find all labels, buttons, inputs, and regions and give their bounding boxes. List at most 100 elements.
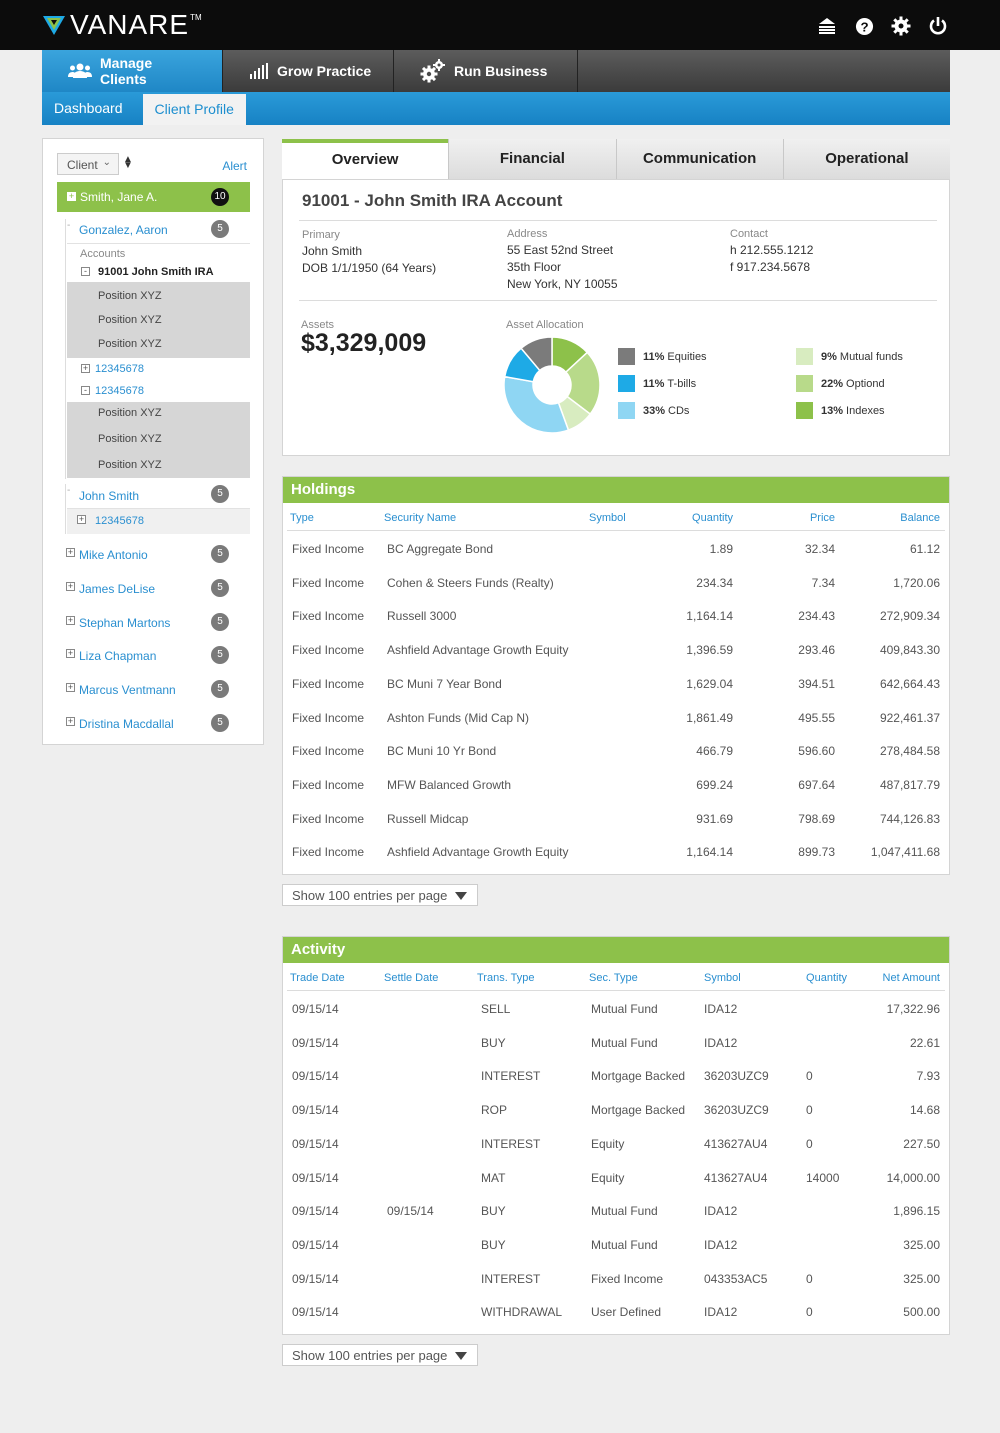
position-item[interactable]: Position XYZ <box>98 338 162 350</box>
client-name: Dristina Macdallal <box>79 717 174 731</box>
table-cell: Fixed Income <box>292 643 365 658</box>
client-item[interactable]: + James DeLise 5 <box>65 578 251 600</box>
position-item[interactable]: Position XYZ <box>98 290 162 302</box>
legend-item: 22% Optiond <box>796 375 885 392</box>
account-item-main[interactable]: - 91001 John Smith IRA <box>80 264 250 280</box>
table-cell: INTEREST <box>481 1271 541 1286</box>
client-item[interactable]: + Mike Antonio 5 <box>65 544 251 566</box>
position-item[interactable]: Position XYZ <box>98 407 162 419</box>
tab-financial[interactable]: Financial <box>448 139 616 179</box>
table-cell: 0 <box>806 1271 813 1286</box>
table-cell: 0 <box>806 1305 813 1320</box>
table-cell: MAT <box>481 1170 506 1185</box>
table-cell: 7.34 <box>811 575 835 590</box>
column-header[interactable]: Symbol <box>704 972 741 984</box>
client-item[interactable]: + Stephan Martons 5 <box>65 612 251 634</box>
sub-account-item[interactable]: + 12345678 <box>80 362 250 378</box>
tab-communication[interactable]: Communication <box>615 139 783 179</box>
table-cell: 487,817.79 <box>879 777 940 792</box>
table-cell: INTEREST <box>481 1136 541 1151</box>
table-cell: 1,629.04 <box>686 676 733 691</box>
subtab-dashboard[interactable]: Dashboard <box>54 100 123 116</box>
power-icon[interactable] <box>928 16 948 36</box>
tab-operational[interactable]: Operational <box>782 139 950 179</box>
table-cell: 09/15/14 <box>387 1204 434 1219</box>
address-line-1: 55 East 52nd Street <box>507 243 614 257</box>
table-cell: 466.79 <box>696 744 733 759</box>
subtab-client-profile[interactable]: Client Profile <box>142 94 246 125</box>
expand-icon[interactable]: + <box>77 514 86 524</box>
expand-icon[interactable]: + <box>66 547 75 557</box>
table-cell: 642,664.43 <box>879 676 940 691</box>
column-header[interactable]: Sec. Type <box>589 972 638 984</box>
client-item-selected[interactable]: + Smith, Jane A. 10 <box>57 182 250 212</box>
table-cell: Equity <box>591 1170 625 1185</box>
collapse-icon[interactable]: - <box>67 485 71 496</box>
client-item[interactable]: + Dristina Macdallal 5 <box>65 713 251 735</box>
collapse-icon[interactable]: - <box>67 220 71 231</box>
tab-run-business[interactable]: Run Business <box>394 50 578 92</box>
expand-icon[interactable]: + <box>67 191 76 201</box>
alert-link[interactable]: Alert <box>222 159 247 173</box>
column-header[interactable]: Type <box>290 512 314 524</box>
client-item[interactable]: + Liza Chapman 5 <box>65 645 251 667</box>
app-name: VANARE <box>70 9 190 40</box>
column-header[interactable]: Quantity <box>692 512 733 524</box>
gear-icon[interactable] <box>891 16 911 36</box>
table-cell: Fixed Income <box>591 1271 664 1286</box>
holdings-page-size-select[interactable]: Show 100 entries per page <box>282 884 478 906</box>
column-header[interactable]: Security Name <box>384 512 457 524</box>
column-header[interactable]: Balance <box>900 512 940 524</box>
tab-grow-practice[interactable]: Grow Practice <box>223 50 394 92</box>
main-nav: Manage Clients Grow Practice Run Busines… <box>42 50 950 92</box>
collapse-icon[interactable]: - <box>81 267 90 276</box>
column-header[interactable]: Net Amount <box>882 972 940 984</box>
stack-icon[interactable] <box>817 16 837 36</box>
position-item[interactable]: Position XYZ <box>98 433 162 445</box>
client-item-gonzalez[interactable]: - Gonzalez, Aaron 5 <box>65 219 251 241</box>
table-cell: BC Muni 10 Yr Bond <box>387 744 497 759</box>
sub-account-item[interactable]: - 12345678 <box>80 384 250 400</box>
table-cell: 32.34 <box>804 542 835 556</box>
tab-overview[interactable]: Overview <box>282 139 449 179</box>
collapse-icon[interactable]: - <box>81 386 90 395</box>
expand-icon[interactable]: + <box>81 363 90 373</box>
client-item[interactable]: + Marcus Ventmann 5 <box>65 679 251 701</box>
legend-swatch <box>618 375 635 392</box>
column-header[interactable]: Settle Date <box>384 972 439 984</box>
table-cell: SELL <box>481 1002 511 1016</box>
position-item[interactable]: Position XYZ <box>98 314 162 326</box>
column-header[interactable]: Symbol <box>589 512 626 524</box>
column-header[interactable]: Price <box>809 512 835 524</box>
page-size-label: Show 100 entries per page <box>292 888 448 903</box>
position-item[interactable]: Position XYZ <box>98 459 162 471</box>
assets-label: Assets <box>301 319 335 331</box>
activity-page-size-select[interactable]: Show 100 entries per page <box>282 1344 478 1366</box>
vanare-logo[interactable]: VANARE TM <box>42 9 202 40</box>
legend-item: 11% T-bills <box>618 375 696 392</box>
sub-account-item[interactable]: + 12345678 <box>76 514 246 530</box>
sort-icon[interactable]: ▲ ▼ <box>123 154 133 171</box>
legend-item: 11% Equities <box>618 348 707 365</box>
tab-manage-clients[interactable]: Manage Clients <box>42 50 223 92</box>
client-select[interactable]: Client ⌄ <box>57 153 119 175</box>
table-cell: User Defined <box>591 1305 662 1320</box>
pie-slice[interactable] <box>503 375 570 434</box>
allocation-label: Asset Allocation <box>506 319 584 331</box>
expand-icon[interactable]: + <box>66 682 75 692</box>
alert-count-badge: 5 <box>211 613 229 631</box>
expand-icon[interactable]: + <box>66 716 75 726</box>
column-header[interactable]: Trans. Type <box>477 972 535 984</box>
column-header[interactable]: Quantity <box>806 972 847 984</box>
table-cell: 293.46 <box>798 643 835 658</box>
expand-icon[interactable]: + <box>66 648 75 658</box>
pie-slice[interactable] <box>520 336 553 372</box>
help-icon[interactable]: ? <box>854 16 874 36</box>
expand-icon[interactable]: + <box>66 615 75 625</box>
expand-icon[interactable]: + <box>66 581 75 591</box>
column-header[interactable]: Trade Date <box>290 972 345 984</box>
table-cell: 697.64 <box>798 777 835 792</box>
client-item-john-smith[interactable]: - John Smith 5 <box>65 484 251 506</box>
table-cell: BUY <box>481 1204 506 1219</box>
sub-account-number: 12345678 <box>95 363 144 375</box>
